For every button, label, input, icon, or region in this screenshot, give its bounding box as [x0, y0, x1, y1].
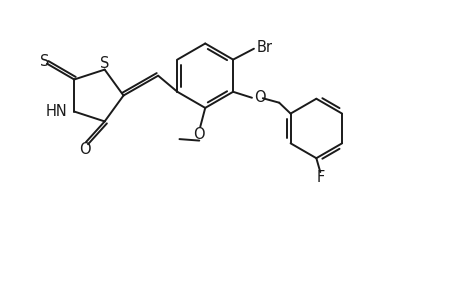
Text: S: S	[40, 54, 49, 69]
Text: S: S	[100, 56, 109, 71]
Text: F: F	[315, 170, 324, 185]
Text: Br: Br	[256, 40, 272, 55]
Text: O: O	[79, 142, 90, 157]
Text: HN: HN	[46, 104, 67, 119]
Text: O: O	[253, 90, 265, 105]
Text: O: O	[193, 127, 205, 142]
